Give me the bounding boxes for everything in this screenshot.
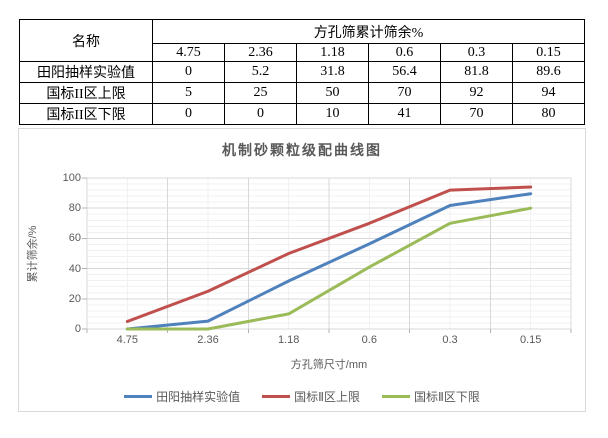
size-header: 4.75 xyxy=(152,43,225,62)
value-cell: 41 xyxy=(368,103,441,125)
y-tick-label: 0 xyxy=(74,323,81,335)
legend-label: 国标Ⅱ区下限 xyxy=(414,390,480,404)
x-tick-label: 0.3 xyxy=(442,334,458,346)
legend: 田阳抽样实验值 国标Ⅱ区上限 国标Ⅱ区下限 xyxy=(19,388,585,405)
table-row: 国标II区下限 0 0 10 41 70 80 xyxy=(19,103,586,125)
legend-item: 田阳抽样实验值 xyxy=(124,388,240,405)
gradation-chart: 机制砂颗粒级配曲线图 累计筛余/% 方孔筛尺寸/mm 田阳抽样实验值 国标Ⅱ区上… xyxy=(18,128,586,412)
x-tick-label: 0.15 xyxy=(519,334,542,346)
value-cell: 0 xyxy=(152,61,225,83)
value-cell: 80 xyxy=(511,103,586,125)
value-cell: 89.6 xyxy=(511,61,586,83)
value-cell: 10 xyxy=(296,103,369,125)
y-tick-label: 40 xyxy=(68,262,81,275)
row-label: 田阳抽样实验值 xyxy=(19,61,153,83)
y-tick-label: 100 xyxy=(62,172,81,184)
y-tick-label: 20 xyxy=(68,292,81,305)
series-line-2 xyxy=(125,206,533,331)
x-axis-title: 方孔筛尺寸/mm xyxy=(290,359,368,371)
value-cell: 81.8 xyxy=(440,61,513,83)
value-cell: 70 xyxy=(368,82,441,104)
legend-item: 国标Ⅱ区下限 xyxy=(382,388,480,405)
value-cell: 70 xyxy=(440,103,513,125)
row-label: 国标II区下限 xyxy=(19,103,153,125)
value-cell: 5 xyxy=(152,82,225,104)
chart-plot-area xyxy=(82,177,572,333)
x-tick-label: 4.75 xyxy=(116,334,139,346)
series-line-1 xyxy=(125,185,533,323)
legend-line-swatch xyxy=(262,395,291,398)
size-header: 0.6 xyxy=(368,43,441,62)
chart-title: 机制砂颗粒级配曲线图 xyxy=(222,142,382,158)
y-tick-label: 80 xyxy=(68,202,81,215)
legend-line-swatch xyxy=(382,395,410,398)
value-cell: 56.4 xyxy=(368,61,441,83)
x-tick-label: 1.18 xyxy=(277,334,300,346)
table-row: 田阳抽样实验值 0 5.2 31.8 56.4 81.8 89.6 xyxy=(19,61,586,83)
value-cell: 25 xyxy=(224,82,297,104)
size-header: 2.36 xyxy=(224,43,297,62)
value-cell: 0 xyxy=(152,103,225,125)
size-header: 0.15 xyxy=(511,43,586,62)
sieve-table: 名称 方孔筛累计筛余% 4.75 2.36 1.18 0.6 0.3 0.15 … xyxy=(19,19,586,125)
row-label: 国标II区上限 xyxy=(19,82,153,104)
value-cell: 94 xyxy=(511,82,586,104)
table-row: 国标II区上限 5 25 50 70 92 94 xyxy=(19,82,586,104)
legend-label: 田阳抽样实验值 xyxy=(156,390,241,404)
y-tick-label: 60 xyxy=(68,232,81,245)
legend-line-swatch xyxy=(124,395,153,398)
legend-label: 国标Ⅱ区上限 xyxy=(294,390,360,404)
legend-item: 国标Ⅱ区上限 xyxy=(262,388,360,405)
value-cell: 0 xyxy=(224,103,297,125)
table-header-name: 名称 xyxy=(19,19,153,62)
value-cell: 92 xyxy=(440,82,513,104)
size-header: 0.3 xyxy=(440,43,513,62)
x-tick-label: 2.36 xyxy=(197,334,219,346)
value-cell: 31.8 xyxy=(296,61,369,83)
series-line-0 xyxy=(125,192,533,331)
x-tick-label: 0.6 xyxy=(361,334,377,346)
value-cell: 5.2 xyxy=(224,61,297,83)
size-header: 1.18 xyxy=(296,43,369,62)
value-cell: 50 xyxy=(296,82,369,104)
table-header-span: 方孔筛累计筛余% xyxy=(151,19,586,44)
